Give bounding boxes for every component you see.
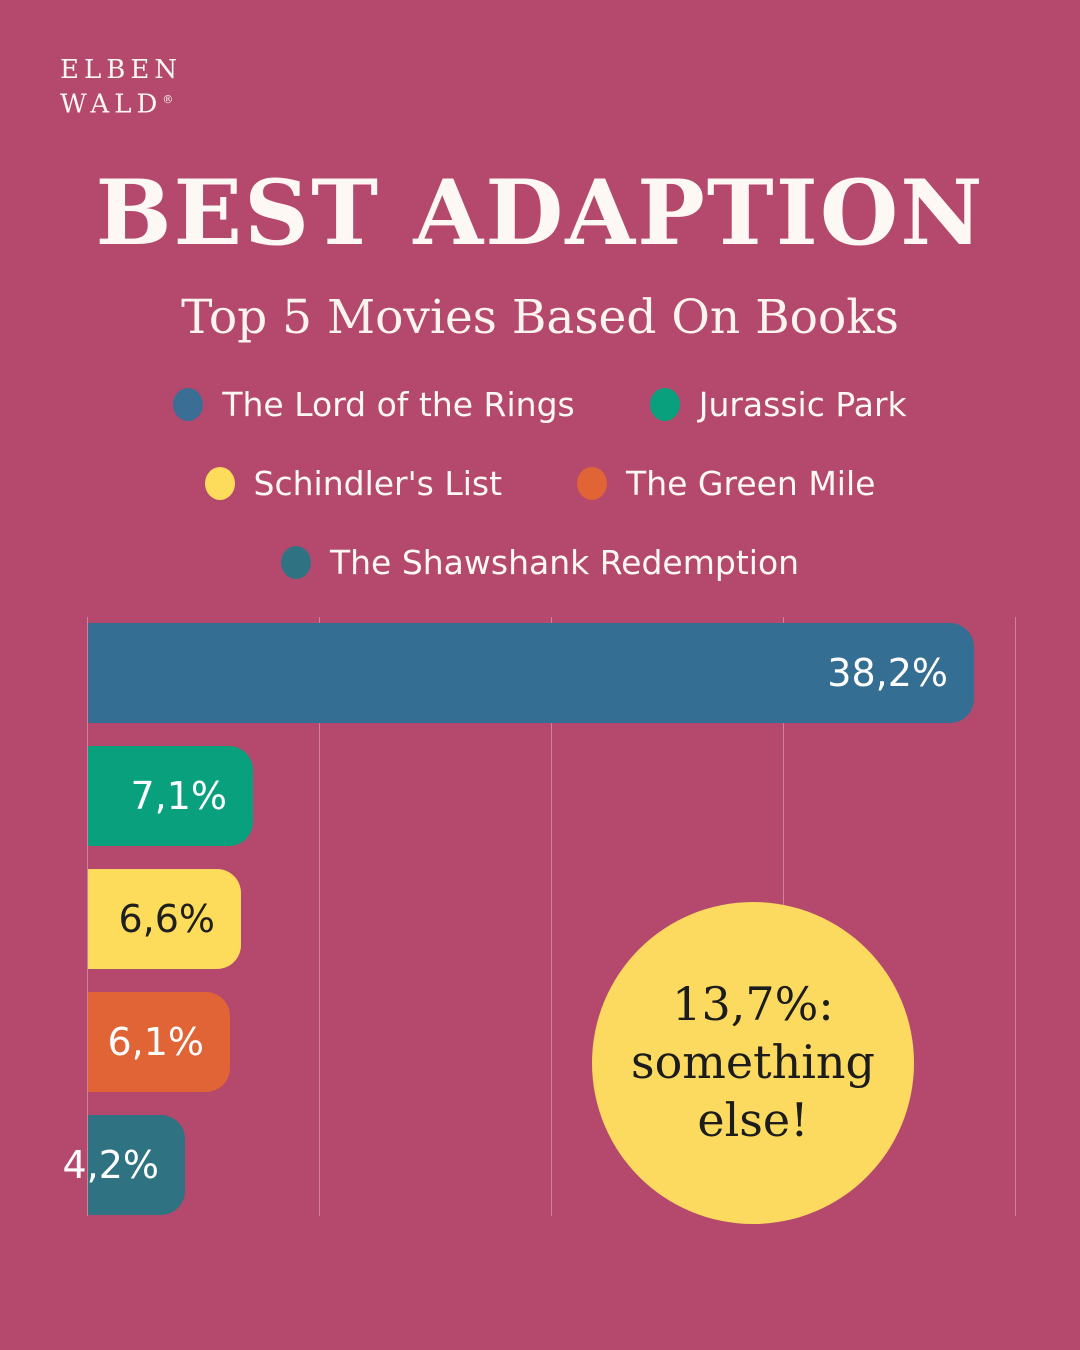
legend-item-label: Schindler's List bbox=[253, 463, 503, 503]
bar-value-label: 6,1% bbox=[107, 1020, 204, 1064]
brand-logo-line1: ELBEN bbox=[60, 55, 183, 85]
bar-value-label: 6,6% bbox=[118, 897, 215, 941]
legend-row: The Shawshank Redemption bbox=[280, 539, 800, 585]
bar-chart: 38,2% 7,1% 6,6% 6,1% 4,2% bbox=[62, 617, 1016, 1217]
legend-item-shawshank-redemption: The Shawshank Redemption bbox=[280, 542, 800, 582]
bar-1: 38,2% bbox=[88, 623, 974, 723]
legend-row: Schindler's List The Green Mile bbox=[204, 460, 876, 506]
callout-line: 13,7%: bbox=[672, 977, 834, 1032]
legend-dot-icon bbox=[204, 466, 235, 500]
legend-dot-icon bbox=[173, 387, 204, 421]
legend-item-label: The Green Mile bbox=[626, 463, 876, 503]
brand-logo-line2: WALD® bbox=[60, 89, 174, 120]
bar-value-label: 38,2% bbox=[827, 651, 948, 695]
legend-dot-icon bbox=[577, 466, 608, 500]
bar-5: 4,2% bbox=[62, 1115, 185, 1215]
callout-line: something bbox=[630, 1035, 876, 1090]
page-subtitle: Top 5 Movies Based On Books bbox=[181, 290, 899, 345]
bar-value-label: 4,2% bbox=[62, 1143, 159, 1187]
bar-3: 6,6% bbox=[88, 869, 241, 969]
callout-circle: 13,7%: something else! bbox=[592, 902, 914, 1224]
legend-dot-icon bbox=[280, 545, 311, 579]
legend-item-green-mile: The Green Mile bbox=[577, 463, 876, 503]
legend-item-label: The Lord of the Rings bbox=[222, 384, 575, 424]
brand-logo: ELBEN WALD® bbox=[60, 56, 182, 120]
gridline bbox=[319, 617, 320, 1216]
page-title: BEST ADAPTION bbox=[95, 160, 985, 266]
gridline bbox=[551, 617, 552, 1216]
legend-item-lord-of-the-rings: The Lord of the Rings bbox=[173, 384, 575, 424]
gridline bbox=[1015, 617, 1016, 1216]
callout-line: else! bbox=[697, 1092, 809, 1147]
legend-item-jurassic-park: Jurassic Park bbox=[649, 384, 907, 424]
legend-item-label: The Shawshank Redemption bbox=[329, 542, 800, 582]
legend-item-schindlers-list: Schindler's List bbox=[204, 463, 503, 503]
legend-dot-icon bbox=[649, 387, 680, 421]
legend-item-label: Jurassic Park bbox=[698, 384, 907, 424]
registered-trademark-symbol: ® bbox=[162, 93, 174, 106]
bar-value-label: 7,1% bbox=[130, 774, 227, 818]
gridline bbox=[87, 617, 88, 1216]
legend-row: The Lord of the Rings Jurassic Park bbox=[173, 381, 907, 427]
bar-4: 6,1% bbox=[88, 992, 230, 1092]
bar-2: 7,1% bbox=[88, 746, 253, 846]
chart-bars: 38,2% 7,1% 6,6% 6,1% 4,2% bbox=[62, 623, 1016, 1215]
chart-legend: The Lord of the Rings Jurassic Park Schi… bbox=[0, 381, 1080, 585]
